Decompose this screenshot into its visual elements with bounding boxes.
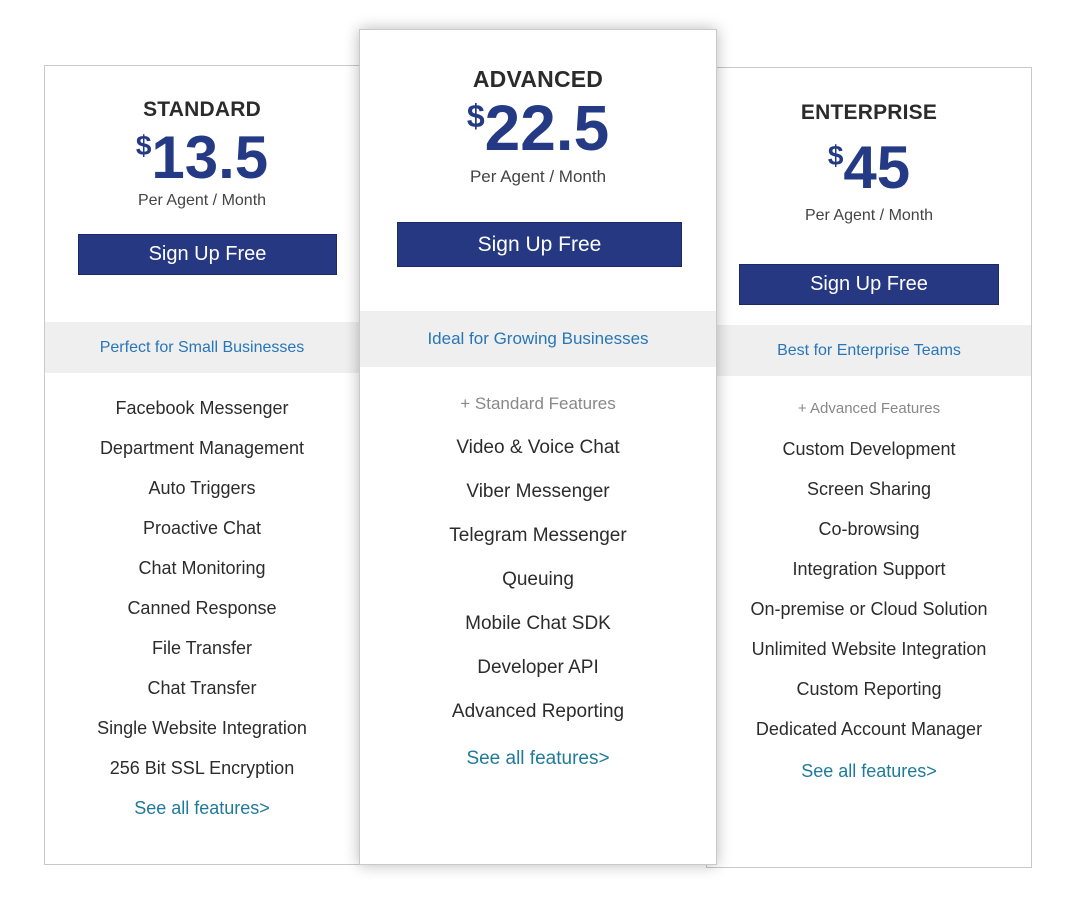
feature-item: Dedicated Account Manager xyxy=(755,719,983,739)
feature-item: Canned Response xyxy=(127,598,277,618)
plan-tagline: Best for Enterprise Teams xyxy=(707,325,1031,376)
pricing-card-enterprise: ENTERPRISE $45 Per Agent / Month Sign Up… xyxy=(706,67,1032,868)
currency-symbol: $ xyxy=(135,130,152,161)
sign-up-button[interactable]: Sign Up Free xyxy=(739,264,999,305)
feature-item: Video & Voice Chat xyxy=(456,437,620,458)
price-period: Per Agent / Month xyxy=(469,167,607,186)
pricing-card-advanced: ADVANCED $22.5 Per Agent / Month Sign Up… xyxy=(359,29,717,865)
plan-price: $13.5 xyxy=(45,128,359,188)
feature-list: + Advanced Features Custom Development S… xyxy=(707,394,1031,754)
feature-item: Single Website Integration xyxy=(97,718,307,738)
price-amount: 13.5 xyxy=(151,124,269,191)
see-all-features-link[interactable]: See all features> xyxy=(134,798,270,818)
feature-item: File Transfer xyxy=(151,638,253,658)
plan-price: $22.5 xyxy=(360,96,716,160)
feature-item: Screen Sharing xyxy=(806,479,932,499)
feature-item: Custom Reporting xyxy=(796,679,942,699)
feature-list: + Standard Features Video & Voice Chat V… xyxy=(360,389,716,741)
feature-item: Mobile Chat SDK xyxy=(465,613,611,634)
see-all-features-link[interactable]: See all features> xyxy=(801,761,937,781)
feature-item: Unlimited Website Integration xyxy=(751,639,987,659)
see-all-features-link[interactable]: See all features> xyxy=(466,748,610,769)
feature-item: Auto Triggers xyxy=(148,478,256,498)
feature-item: Proactive Chat xyxy=(142,518,262,538)
sign-up-button[interactable]: Sign Up Free xyxy=(78,234,337,275)
plan-price: $45 xyxy=(707,138,1031,198)
price-period: Per Agent / Month xyxy=(804,207,934,224)
price-amount: 22.5 xyxy=(484,92,610,164)
sign-up-button[interactable]: Sign Up Free xyxy=(397,222,682,267)
price-period: Per Agent / Month xyxy=(137,192,267,209)
feature-item: Custom Development xyxy=(782,439,956,459)
feature-item: On-premise or Cloud Solution xyxy=(750,599,988,619)
includes-previous-features: + Standard Features xyxy=(460,394,616,413)
feature-item: Co-browsing xyxy=(818,519,920,539)
feature-item: 256 Bit SSL Encryption xyxy=(109,758,295,778)
plan-name: ADVANCED xyxy=(472,66,604,92)
currency-symbol: $ xyxy=(827,140,844,171)
includes-previous-features: + Advanced Features xyxy=(797,400,941,417)
plan-name: ENTERPRISE xyxy=(800,101,938,124)
feature-item: Telegram Messenger xyxy=(449,525,627,546)
feature-item: Developer API xyxy=(477,657,599,678)
feature-item: Integration Support xyxy=(792,559,946,579)
feature-item: Chat Transfer xyxy=(147,678,257,698)
feature-item: Advanced Reporting xyxy=(451,701,625,722)
feature-item: Chat Monitoring xyxy=(138,558,266,578)
plan-tagline: Ideal for Growing Businesses xyxy=(360,311,716,367)
plan-tagline: Perfect for Small Businesses xyxy=(45,322,359,373)
feature-item: Facebook Messenger xyxy=(115,398,289,418)
currency-symbol: $ xyxy=(466,98,485,134)
feature-item: Queuing xyxy=(502,569,574,590)
feature-item: Viber Messenger xyxy=(466,481,610,502)
feature-item: Department Management xyxy=(99,438,305,458)
pricing-card-standard: STANDARD $13.5 Per Agent / Month Sign Up… xyxy=(44,65,360,865)
price-amount: 45 xyxy=(843,134,911,201)
feature-list: Facebook Messenger Department Management… xyxy=(45,393,359,793)
plan-name: STANDARD xyxy=(143,98,261,121)
